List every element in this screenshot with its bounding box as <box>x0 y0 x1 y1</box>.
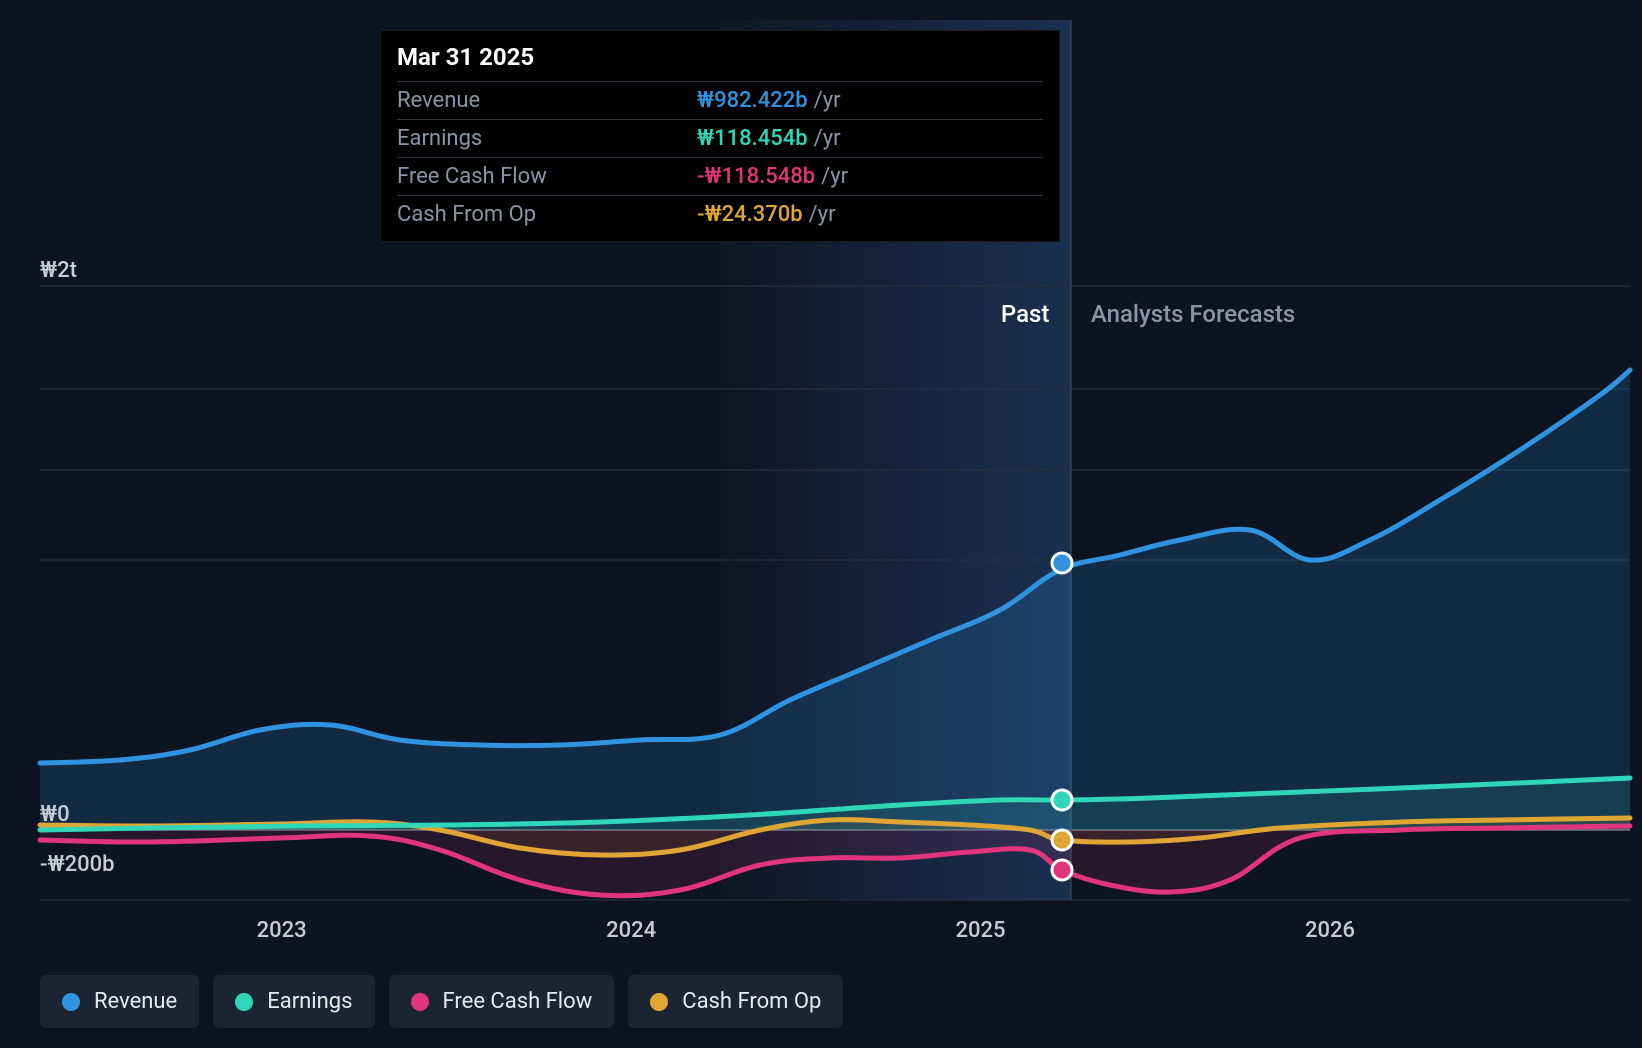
tooltip-row-label: Cash From Op <box>397 202 697 227</box>
legend-dot-icon <box>650 993 668 1011</box>
y-axis-label: ₩0 <box>40 802 70 827</box>
legend-dot-icon <box>411 993 429 1011</box>
legend-label: Cash From Op <box>682 989 821 1014</box>
tooltip-row-unit: /yr <box>821 164 848 189</box>
tooltip-date: Mar 31 2025 <box>397 43 1043 81</box>
tooltip-row: Earnings₩118.454b/yr <box>397 119 1043 157</box>
legend-dot-icon <box>235 993 253 1011</box>
tooltip-row-unit: /yr <box>814 88 841 113</box>
tooltip-row-unit: /yr <box>809 202 836 227</box>
legend-item-revenue[interactable]: Revenue <box>40 975 199 1028</box>
legend-dot-icon <box>62 993 80 1011</box>
x-axis-label: 2024 <box>606 918 656 943</box>
tooltip-row-unit: /yr <box>814 126 841 151</box>
legend-item-earnings[interactable]: Earnings <box>213 975 374 1028</box>
financials-chart: ₩2t ₩0 -₩200b 2023 2024 2025 2026 Past Analys… <box>0 0 1642 1048</box>
chart-tooltip: Mar 31 2025 Revenue₩982.422b/yrEarnings₩… <box>380 30 1060 242</box>
tooltip-row: Free Cash Flow-₩118.548b/yr <box>397 157 1043 195</box>
tooltip-row-label: Earnings <box>397 126 697 151</box>
region-label-forecast: Analysts Forecasts <box>1091 300 1295 328</box>
tooltip-row: Revenue₩982.422b/yr <box>397 81 1043 119</box>
legend-label: Revenue <box>94 989 177 1014</box>
chart-legend: Revenue Earnings Free Cash Flow Cash From O… <box>40 975 843 1028</box>
x-axis-label: 2023 <box>257 918 307 943</box>
y-axis-label: -₩200b <box>40 852 115 877</box>
tooltip-row-value: ₩982.422b <box>697 88 808 113</box>
x-axis-label: 2026 <box>1305 918 1355 943</box>
tooltip-row-label: Revenue <box>397 88 697 113</box>
tooltip-row-label: Free Cash Flow <box>397 164 697 189</box>
x-axis-label: 2025 <box>956 918 1006 943</box>
legend-item-fcf[interactable]: Free Cash Flow <box>389 975 615 1028</box>
tooltip-row-value: ₩118.454b <box>697 126 808 151</box>
legend-label: Earnings <box>267 989 352 1014</box>
tooltip-row-value: -₩24.370b <box>697 202 803 227</box>
y-axis-label: ₩2t <box>40 258 77 283</box>
tooltip-row: Cash From Op-₩24.370b/yr <box>397 195 1043 233</box>
legend-item-cashop[interactable]: Cash From Op <box>628 975 843 1028</box>
tooltip-row-value: -₩118.548b <box>697 164 815 189</box>
legend-label: Free Cash Flow <box>443 989 593 1014</box>
region-label-past: Past <box>1001 300 1049 328</box>
